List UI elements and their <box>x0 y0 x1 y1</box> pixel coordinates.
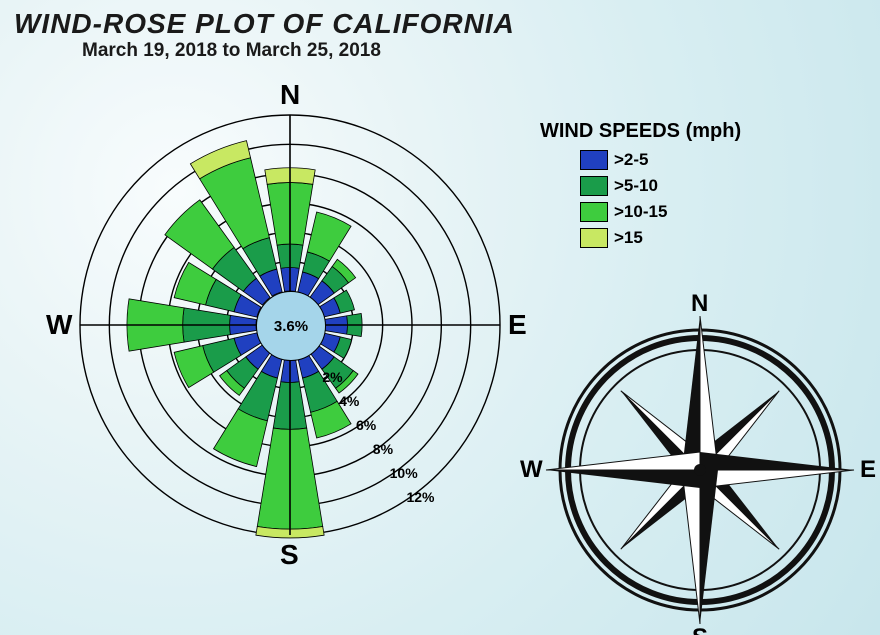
compass-n-label: N <box>691 290 708 318</box>
compass-w-label: W <box>520 456 543 484</box>
compass-s-label: S <box>692 624 708 635</box>
compass-e-label: E <box>860 456 876 484</box>
compass-rose <box>0 0 880 635</box>
